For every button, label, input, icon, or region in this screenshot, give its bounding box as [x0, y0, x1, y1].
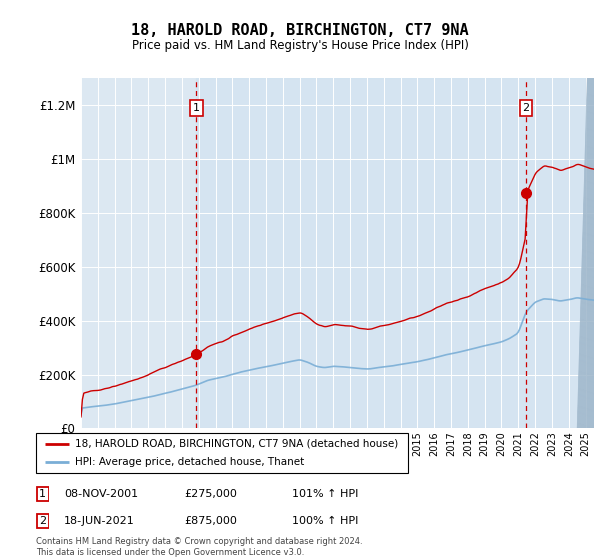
Text: 1: 1 — [193, 103, 200, 113]
Text: £875,000: £875,000 — [184, 516, 237, 526]
Text: 18-JUN-2021: 18-JUN-2021 — [64, 516, 135, 526]
Text: Contains HM Land Registry data © Crown copyright and database right 2024.
This d: Contains HM Land Registry data © Crown c… — [36, 537, 362, 557]
Text: 2: 2 — [39, 516, 46, 526]
Text: Price paid vs. HM Land Registry's House Price Index (HPI): Price paid vs. HM Land Registry's House … — [131, 39, 469, 53]
Text: 101% ↑ HPI: 101% ↑ HPI — [292, 489, 359, 499]
Bar — [196, 78, 594, 428]
Bar — [37, 487, 49, 501]
Text: 100% ↑ HPI: 100% ↑ HPI — [292, 516, 359, 526]
Bar — [37, 514, 49, 528]
Text: 18, HAROLD ROAD, BIRCHINGTON, CT7 9NA: 18, HAROLD ROAD, BIRCHINGTON, CT7 9NA — [131, 24, 469, 38]
Text: 18, HAROLD ROAD, BIRCHINGTON, CT7 9NA (detached house): 18, HAROLD ROAD, BIRCHINGTON, CT7 9NA (d… — [75, 439, 398, 449]
Text: 2: 2 — [523, 103, 530, 113]
Text: 1: 1 — [39, 489, 46, 499]
Text: £275,000: £275,000 — [184, 489, 237, 499]
Bar — [586, 78, 600, 428]
Text: 08-NOV-2001: 08-NOV-2001 — [64, 489, 139, 499]
Text: HPI: Average price, detached house, Thanet: HPI: Average price, detached house, Than… — [75, 458, 304, 467]
